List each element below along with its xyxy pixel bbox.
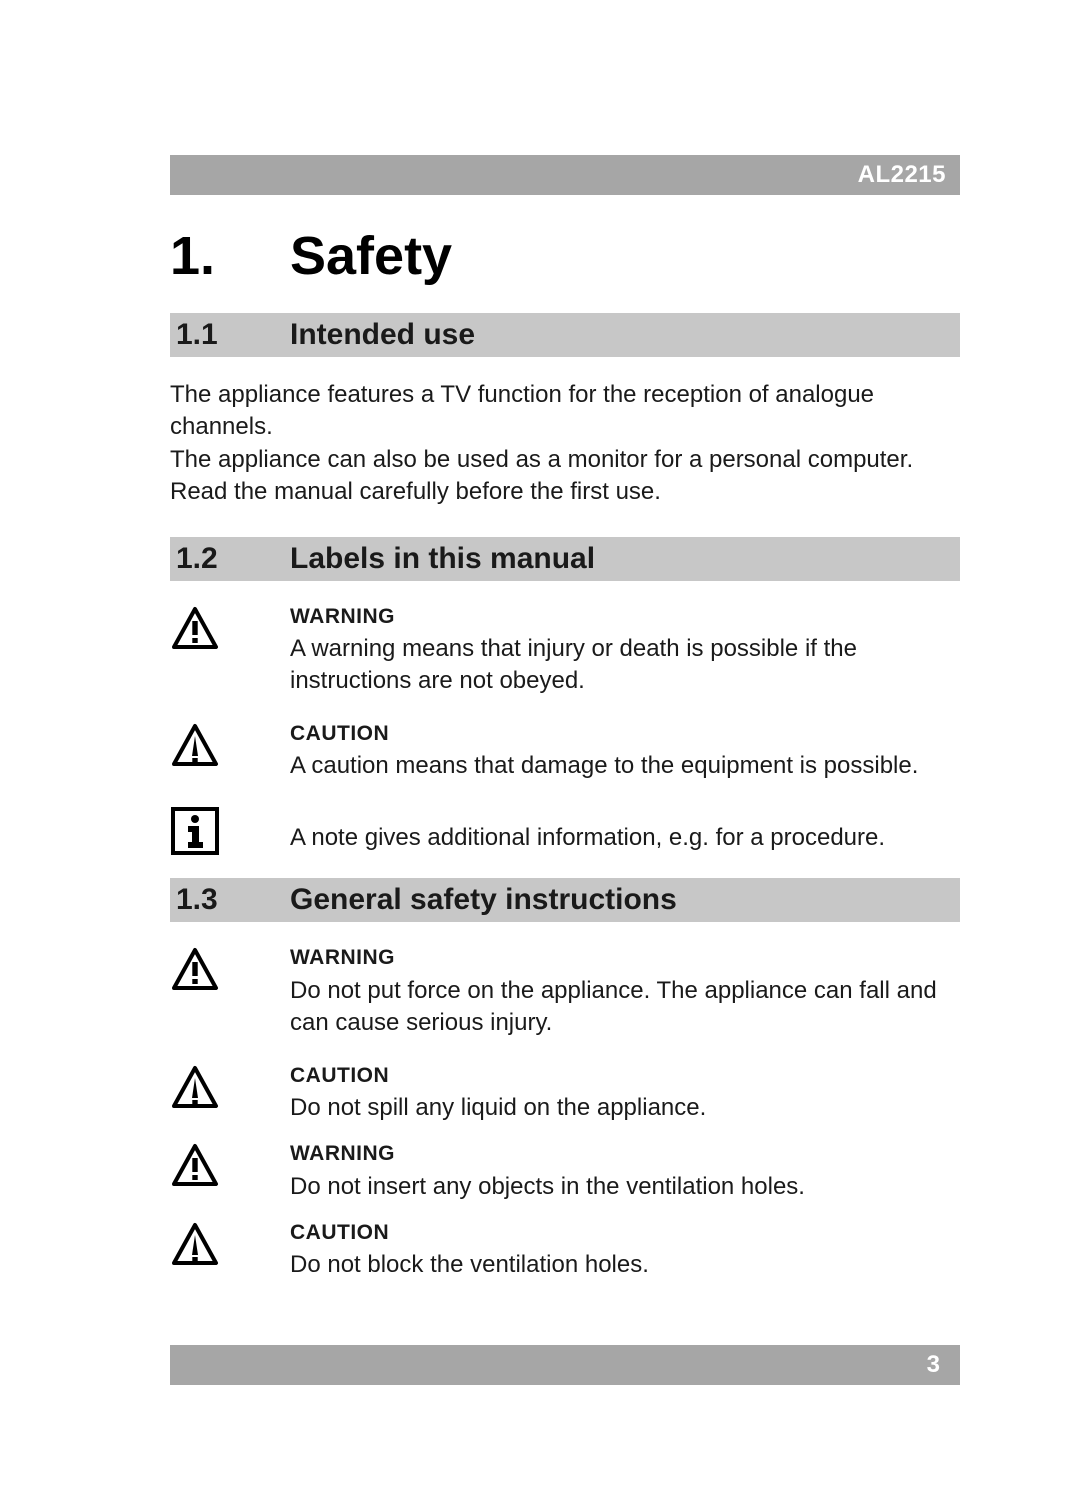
label-text: A note gives additional information, e.g… (290, 804, 960, 854)
section-number: 1.1 (176, 318, 290, 352)
section-title: General safety instructions (290, 883, 677, 917)
warning-icon (170, 603, 290, 651)
intro-line: The appliance can also be used as a moni… (170, 446, 913, 473)
warning-icon (170, 1140, 290, 1188)
safety-text: CAUTION Do not spill any liquid on the a… (290, 1062, 960, 1125)
safety-text: WARNING Do not insert any objects in the… (290, 1140, 960, 1203)
safety-caption: WARNING (290, 1140, 960, 1168)
chapter-number: 1. (170, 225, 290, 287)
section-number: 1.2 (176, 542, 290, 576)
footer-bar: 3 (170, 1345, 960, 1385)
intro-line: The appliance features a TV function for… (170, 381, 874, 440)
safety-body: Do not block the ventilation holes. (290, 1251, 649, 1278)
chapter-title: Safety (290, 225, 452, 287)
label-caption: WARNING (290, 603, 960, 631)
label-body: A note gives additional information, e.g… (290, 824, 885, 851)
safety-item: WARNING Do not insert any objects in the… (170, 1140, 960, 1203)
safety-caption: CAUTION (290, 1062, 960, 1090)
safety-text: CAUTION Do not block the ventilation hol… (290, 1219, 960, 1282)
section-heading-1: 1.1 Intended use (170, 313, 960, 357)
label-caption: CAUTION (290, 720, 960, 748)
label-definition-caution: CAUTION A caution means that damage to t… (170, 720, 960, 783)
label-definition-note: A note gives additional information, e.g… (170, 804, 960, 856)
safety-item: WARNING Do not put force on the applianc… (170, 944, 960, 1039)
caution-icon (170, 720, 290, 768)
label-body: A warning means that injury or death is … (290, 635, 857, 694)
label-text: WARNING A warning means that injury or d… (290, 603, 960, 698)
warning-icon (170, 944, 290, 992)
page-number: 3 (927, 1351, 940, 1379)
model-label: AL2215 (858, 161, 946, 189)
intro-line: Read the manual carefully before the fir… (170, 478, 661, 505)
section-heading-3: 1.3 General safety instructions (170, 878, 960, 922)
safety-body: Do not put force on the appliance. The a… (290, 977, 937, 1036)
safety-item: CAUTION Do not spill any liquid on the a… (170, 1062, 960, 1125)
safety-item: CAUTION Do not block the ventilation hol… (170, 1219, 960, 1282)
label-text: CAUTION A caution means that damage to t… (290, 720, 960, 783)
safety-body: Do not spill any liquid on the appliance… (290, 1094, 706, 1121)
section-heading-2: 1.2 Labels in this manual (170, 537, 960, 581)
safety-caption: WARNING (290, 944, 960, 972)
caution-icon (170, 1062, 290, 1110)
manual-page: AL2215 1. Safety 1.1 Intended use The ap… (0, 0, 1080, 1282)
safety-body: Do not insert any objects in the ventila… (290, 1173, 805, 1200)
intro-paragraph: The appliance features a TV function for… (170, 379, 960, 509)
section-title: Intended use (290, 318, 475, 352)
section-number: 1.3 (176, 883, 290, 917)
info-icon (170, 804, 290, 856)
label-body: A caution means that damage to the equip… (290, 752, 918, 779)
safety-text: WARNING Do not put force on the applianc… (290, 944, 960, 1039)
caution-icon (170, 1219, 290, 1267)
chapter-heading: 1. Safety (170, 225, 960, 287)
section-title: Labels in this manual (290, 542, 595, 576)
label-definition-warning: WARNING A warning means that injury or d… (170, 603, 960, 698)
header-bar: AL2215 (170, 155, 960, 195)
safety-caption: CAUTION (290, 1219, 960, 1247)
